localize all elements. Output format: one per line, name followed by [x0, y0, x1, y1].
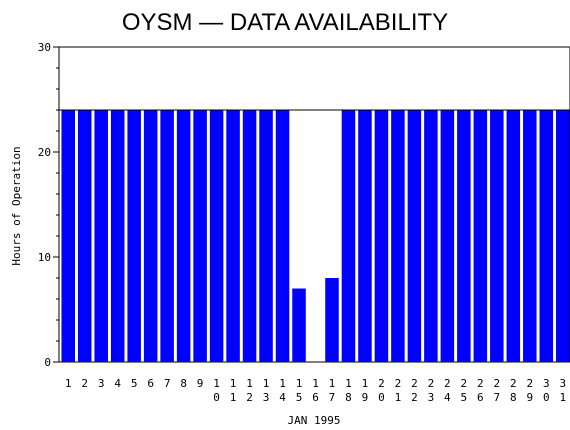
- bar-day-30: [539, 110, 554, 362]
- y-tick-label: 20: [38, 146, 51, 159]
- bar-day-1: [61, 110, 76, 362]
- y-tick-label: 30: [38, 41, 51, 54]
- bars-group: [61, 110, 570, 362]
- bar-day-17: [325, 278, 339, 362]
- bar-day-11: [226, 110, 240, 362]
- x-tick-label: 1: [65, 377, 72, 390]
- bar-day-19: [358, 110, 372, 362]
- bar-day-26: [473, 110, 488, 362]
- x-tick-label: 5: [131, 377, 138, 390]
- x-tick-label: 2: [81, 377, 88, 390]
- bar-day-22: [407, 110, 422, 362]
- x-tick-label: 6: [147, 377, 154, 390]
- bar-day-20: [374, 110, 389, 362]
- chart-title: OYSM — DATA AVAILABILITY: [122, 9, 448, 36]
- x-tick-label: 3: [98, 377, 105, 390]
- bar-day-5: [127, 110, 141, 362]
- bar-day-27: [490, 110, 504, 362]
- y-tick-label: 0: [44, 356, 51, 369]
- plot-frame: [58, 46, 570, 363]
- bar-day-18: [341, 110, 356, 362]
- bar-day-3: [94, 110, 108, 362]
- bar-day-4: [110, 110, 125, 362]
- bar-day-28: [506, 110, 521, 362]
- x-axis-label: JAN 1995: [288, 414, 341, 427]
- x-tick-label: 7: [164, 377, 171, 390]
- bar-day-24: [440, 110, 455, 362]
- bar-day-23: [424, 110, 438, 362]
- bar-day-9: [193, 110, 207, 362]
- bar-day-25: [457, 110, 471, 362]
- bar-day-7: [160, 110, 174, 362]
- y-tick-label: 10: [38, 251, 51, 264]
- x-tick-label: 8: [180, 377, 187, 390]
- bar-day-29: [523, 110, 537, 362]
- bar-day-8: [176, 110, 191, 362]
- x-tick-label: 9: [197, 377, 204, 390]
- bar-day-14: [275, 110, 290, 362]
- bar-day-10: [209, 110, 224, 362]
- bar-day-31: [555, 110, 570, 362]
- x-tick-label: 4: [114, 377, 121, 390]
- bar-day-21: [391, 110, 405, 362]
- y-axis-label: Hours of Operation: [10, 146, 23, 265]
- bar-day-15: [292, 288, 306, 362]
- bar-day-2: [77, 110, 92, 362]
- bar-day-13: [259, 110, 273, 362]
- y-axis: 0 10 20 30: [38, 41, 59, 369]
- bar-day-12: [242, 110, 257, 362]
- bar-day-6: [143, 110, 158, 362]
- x-axis-tick-labels: 1 2 3 4 5 6 7 8 9 1 01 11 21 31 41 51 61 71 81 92 02 12 22 32 42…: [65, 377, 566, 404]
